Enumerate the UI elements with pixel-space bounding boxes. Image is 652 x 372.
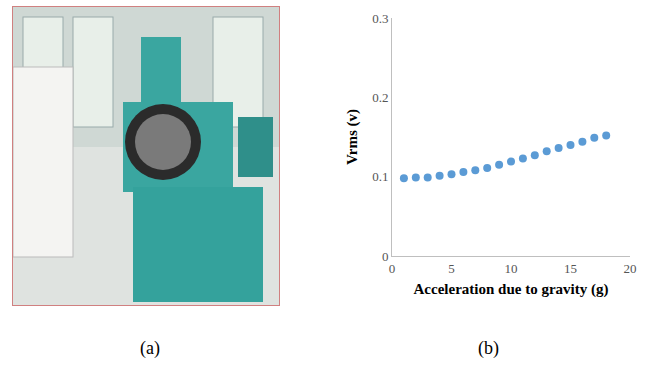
svg-text:Acceleration due to gravity (g: Acceleration due to gravity (g) [414,281,609,298]
svg-text:5: 5 [448,261,455,276]
svg-text:0.1: 0.1 [372,169,388,184]
svg-text:15: 15 [564,261,577,276]
svg-text:0.2: 0.2 [372,90,388,105]
html-text:(b): (b) [478,338,499,358]
html-text:(a): (a) [140,338,160,358]
svg-text:0: 0 [389,261,396,276]
svg-text:10: 10 [505,261,518,276]
svg-text:Vrms (v): Vrms (v) [344,109,361,165]
svg-text:0.3: 0.3 [372,11,388,26]
svg-text:20: 20 [624,261,637,276]
svg-text:0: 0 [382,249,389,264]
